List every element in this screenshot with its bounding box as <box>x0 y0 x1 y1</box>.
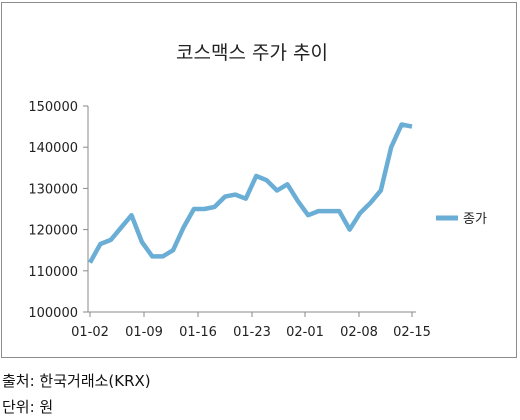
y-tick-label: 110000 <box>28 265 78 280</box>
x-tick-label: 02-08 <box>340 325 378 340</box>
y-tick-label: 130000 <box>28 182 78 197</box>
x-tick-label: 02-01 <box>286 325 324 340</box>
y-tick-label: 150000 <box>28 100 78 115</box>
x-tick-label: 01-02 <box>71 325 109 340</box>
x-axis-ticks: 01-02 01-09 01-16 01-23 02-01 02-08 02-15 <box>71 312 431 340</box>
source-note: 출처: 한국거래소(KRX) <box>2 372 151 390</box>
y-tick-label: 120000 <box>28 224 78 239</box>
chart-frame: 코스맥스 주가 추이 100000 110000 120000 130000 14000… <box>1 2 517 358</box>
line-chart: 코스맥스 주가 추이 100000 110000 120000 130000 14000… <box>28 42 487 340</box>
x-tick-label: 01-23 <box>233 325 271 340</box>
x-tick-label: 01-16 <box>179 325 217 340</box>
series-layer <box>88 122 413 264</box>
y-axis-ticks: 100000 110000 120000 130000 140000 150000 <box>28 100 88 321</box>
x-tick-label: 02-15 <box>393 325 431 340</box>
chart-title: 코스맥스 주가 추이 <box>176 42 328 64</box>
y-tick-label: 100000 <box>28 306 78 321</box>
legend: 종가 <box>436 212 487 227</box>
legend-label-close: 종가 <box>463 212 487 227</box>
x-tick-label: 01-09 <box>125 325 163 340</box>
y-tick-label: 140000 <box>28 141 78 156</box>
unit-note: 단위: 원 <box>2 398 54 416</box>
series-line-close <box>88 122 413 264</box>
